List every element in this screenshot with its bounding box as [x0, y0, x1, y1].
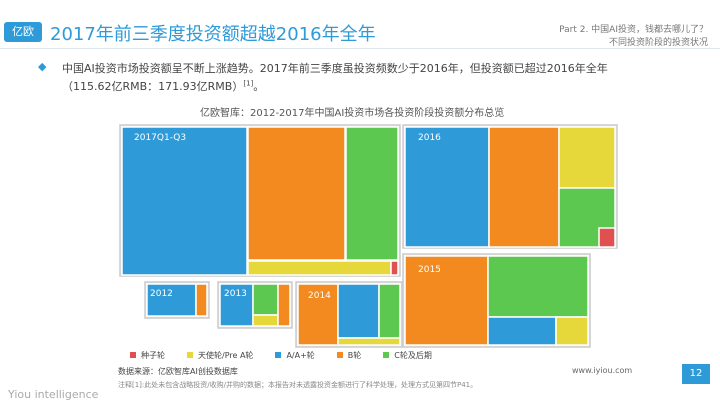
legend-label: 种子轮	[141, 351, 165, 360]
tile	[195, 283, 208, 317]
legend-swatch	[130, 352, 136, 358]
legend-swatch	[187, 352, 193, 358]
tile	[598, 227, 616, 248]
legend-swatch	[336, 352, 343, 358]
brand: Yiou intelligence	[8, 388, 99, 401]
bullet-icon: ◆	[38, 60, 47, 73]
panel-label: 2017Q1-Q3	[134, 133, 186, 143]
panel-label: 2013	[224, 289, 247, 299]
tiles	[119, 124, 618, 348]
legend-label: B轮	[347, 351, 362, 360]
legend: 种子轮 天使轮/Pre A轮 A/A+轮 B轮 C轮及后期	[130, 350, 454, 361]
tile	[247, 126, 346, 261]
legend-item: A/A+轮	[275, 351, 315, 360]
legend-label: 天使轮/Pre A轮	[198, 351, 254, 360]
divider	[0, 48, 720, 49]
tile	[337, 283, 380, 339]
panel-label: 2014	[308, 291, 331, 301]
ref: [1]	[243, 79, 254, 88]
legend-swatch	[383, 352, 390, 358]
bullet-line: （115.62亿RMB：171.93亿RMB）[1]。	[62, 78, 264, 94]
panel-label: 2015	[418, 265, 441, 275]
panel-label: 2012	[150, 289, 173, 299]
bullet-line: 中国AI投资市场投资额呈不断上涨趋势。2017年前三季度虽投资频数少于2016年…	[62, 62, 608, 75]
text: （115.62亿RMB：171.93亿RMB）	[62, 80, 244, 93]
legend-item: 种子轮	[130, 351, 165, 360]
tile	[337, 337, 401, 346]
legend-item: 天使轮/Pre A轮	[187, 351, 253, 360]
site: www.iyiou.com	[572, 366, 633, 375]
page-number: 12	[682, 364, 710, 384]
tile	[345, 126, 399, 261]
tile	[121, 126, 248, 276]
tile	[277, 283, 291, 327]
tile	[219, 283, 254, 327]
legend-swatch	[275, 352, 282, 358]
tile	[558, 126, 616, 189]
source: 数据来源：亿欧智库AI创投数据库	[118, 367, 238, 376]
tile	[487, 316, 557, 346]
chart-title: 亿欧智库：2012-2017年中国AI投资市场各投资阶段投资额分布总览	[200, 108, 505, 119]
tile	[378, 283, 401, 339]
legend-item: B轮	[336, 351, 362, 360]
panel-label: 2016	[418, 133, 441, 143]
part: Part 2. 中国AI投资，钱都去哪儿了？	[559, 25, 708, 35]
tile	[488, 126, 560, 248]
section: 不同投资阶段的投资状况	[608, 38, 708, 48]
legend-label: C轮及后期	[394, 351, 432, 360]
logo: 亿欧	[4, 22, 42, 42]
tile	[146, 283, 197, 317]
tile	[390, 260, 399, 276]
tile	[558, 187, 616, 248]
tile	[247, 260, 392, 276]
tile	[404, 255, 489, 346]
tile	[555, 316, 589, 346]
legend-item: C轮及后期	[383, 351, 432, 360]
tile	[252, 314, 279, 327]
title: 2017年前三季度投资额超越2016年全年	[50, 24, 376, 45]
tile	[487, 255, 589, 318]
legend-label: A/A+轮	[286, 351, 315, 360]
note: 注释[1]:此处未包含战略投资/收购/并购的数据；本报告对未透露投资金额进行了科…	[118, 381, 478, 389]
text: 。	[253, 80, 265, 93]
tile	[404, 126, 490, 248]
tile	[252, 283, 279, 316]
